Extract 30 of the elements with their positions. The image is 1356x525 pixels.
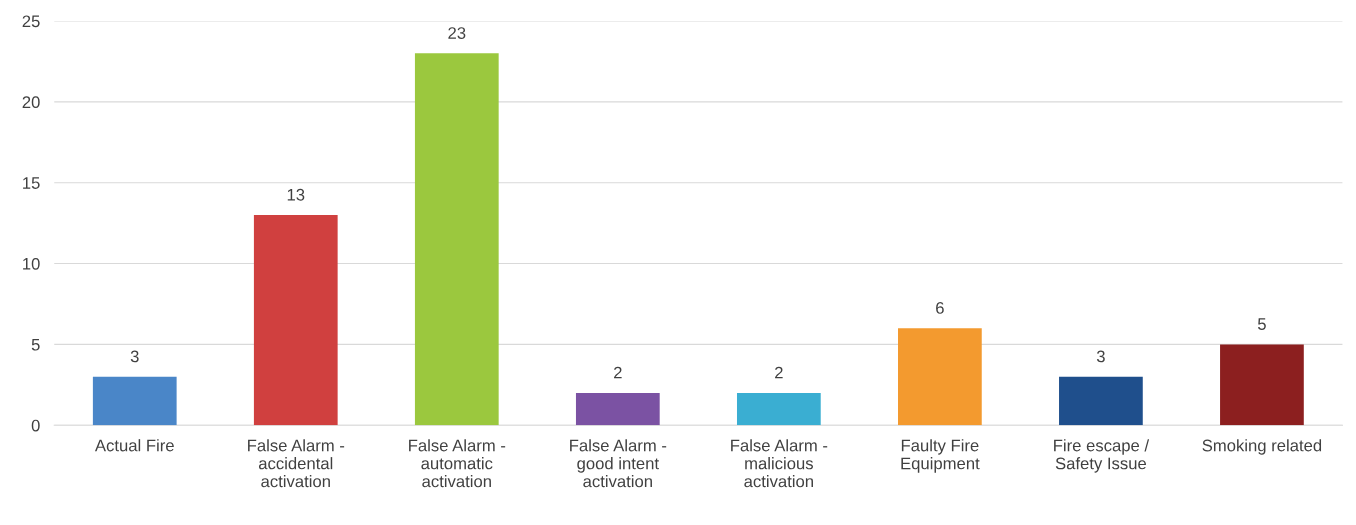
x-tick-label: Fire escape / Safety Issue (1054, 439, 1150, 473)
bar (92, 376, 177, 426)
x-tick-label: Faulty Fire Equipment (901, 439, 980, 473)
data-label: 3 (130, 350, 139, 363)
data-label: 13 (287, 188, 305, 201)
y-tick-label: 10 (23, 257, 40, 270)
bar (414, 53, 499, 426)
x-tick-label: Actual Fire (94, 439, 174, 452)
y-tick-label: 25 (22, 15, 40, 28)
data-label: 2 (614, 366, 622, 379)
data-label: 3 (1096, 350, 1105, 363)
bar (1059, 376, 1143, 426)
data-label: 2 (775, 366, 783, 379)
x-tick-label: False Alarm - malicious activation (731, 439, 828, 488)
data-label: 23 (448, 27, 466, 39)
y-tick-label: 5 (31, 338, 40, 351)
x-tick-label: False Alarm - good intent activation (570, 439, 667, 488)
bar (253, 215, 338, 426)
y-tick-label: 0 (31, 419, 40, 432)
bar (575, 392, 660, 426)
x-tick-label: False Alarm - accidental activation (248, 439, 345, 488)
x-tick-label: False Alarm - automatic activation (409, 439, 506, 488)
bar (736, 392, 821, 426)
x-tick-label: Smoking related (1202, 439, 1322, 455)
bar (1220, 344, 1304, 426)
data-label: 6 (936, 302, 944, 314)
y-tick-label: 15 (23, 177, 40, 189)
y-tick-label: 20 (22, 96, 40, 109)
data-label: 5 (1257, 318, 1266, 330)
bar (898, 328, 982, 426)
